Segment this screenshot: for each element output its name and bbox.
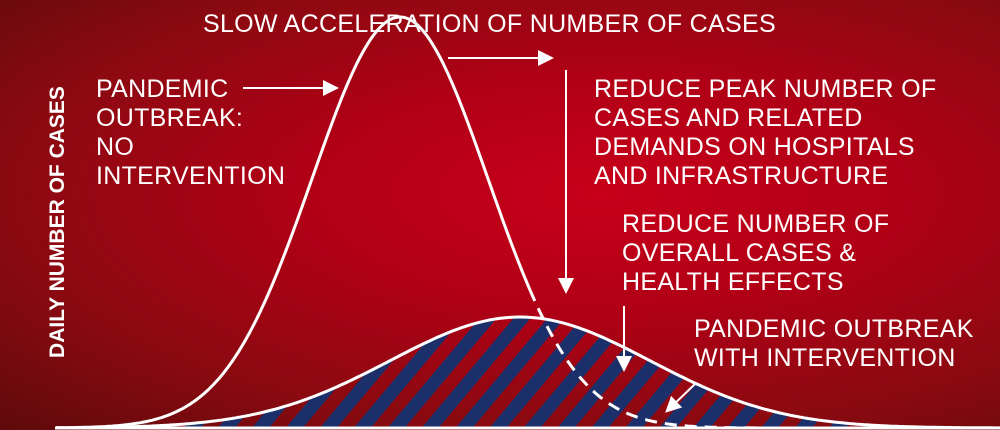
reduce-overall-label: REDUCE NUMBER OF OVERALL CASES & HEALTH … <box>622 210 890 296</box>
with-intervention-label: PANDEMIC OUTBREAK WITH INTERVENTION <box>694 315 974 372</box>
reduce-peak-label: REDUCE PEAK NUMBER OF CASES AND RELATED … <box>594 75 937 190</box>
no-intervention-curve <box>56 15 532 430</box>
y-axis-label: DAILY NUMBER OF CASES <box>46 86 69 358</box>
title-label: SLOW ACCELERATION OF NUMBER OF CASES <box>203 10 776 38</box>
no-intervention-curve-dashed-tail <box>528 289 760 430</box>
with-intervention-curve <box>56 315 1000 430</box>
no-intervention-label: PANDEMIC OUTBREAK: NO INTERVENTION <box>96 75 286 190</box>
arrow-with-intervention <box>665 383 696 413</box>
